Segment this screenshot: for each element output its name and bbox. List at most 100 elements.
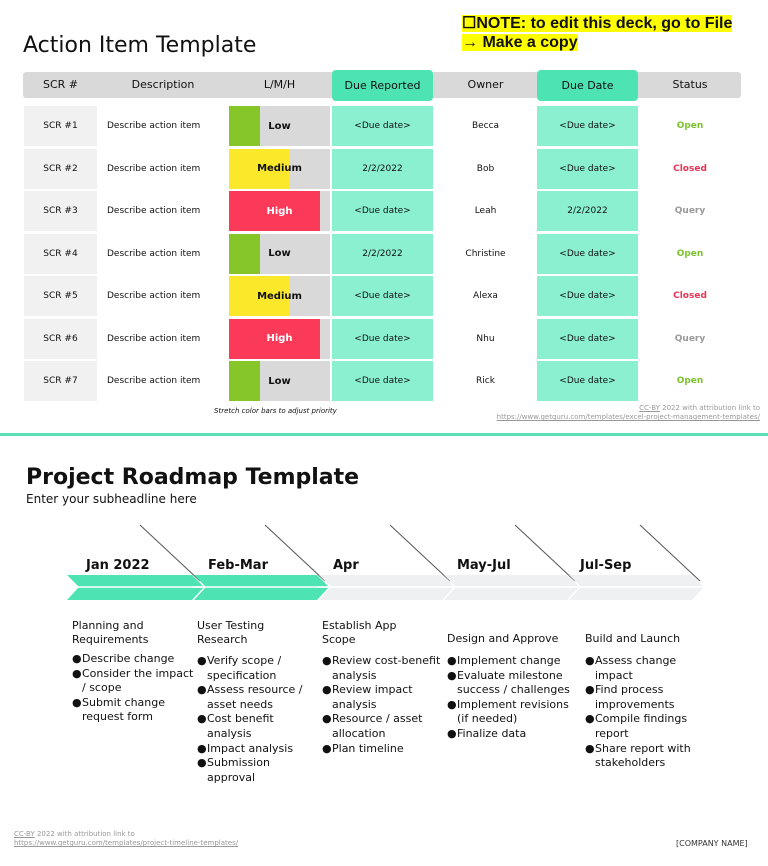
phase-bullet-item: Submit change request form xyxy=(72,696,197,725)
priority-bar-fill[interactable] xyxy=(229,318,320,359)
cell-scr: SCR #1 xyxy=(24,106,97,146)
cell-description: Describe action item xyxy=(107,121,201,131)
col-header-owner: Owner xyxy=(467,78,504,91)
priority-bar-fill[interactable] xyxy=(229,191,320,231)
phase-bullet-item: Finalize data xyxy=(447,727,577,742)
priority-bar-fill[interactable] xyxy=(229,276,290,316)
cell-status: Open xyxy=(676,121,704,131)
timeline-divider-line xyxy=(514,524,576,582)
phase-bullet-item: Compile findings report xyxy=(585,712,705,741)
phase-label: Jan 2022 xyxy=(86,558,150,573)
timeline-divider-line xyxy=(139,524,201,582)
roadmap-attribution-url[interactable]: https://www.getguru.com/templates/projec… xyxy=(14,839,239,847)
roadmap-attribution-text: 2022 with attribution link to xyxy=(34,830,135,838)
roadmap-title: Project Roadmap Template xyxy=(26,465,360,490)
cell-status: Open xyxy=(676,248,704,259)
edit-note-text: ☐NOTE: to edit this deck, go to File → M… xyxy=(462,15,733,51)
cell-due-reported: <Due date> xyxy=(332,276,433,316)
phase-bullet-item: Plan timeline xyxy=(322,742,442,757)
roadmap-license-link[interactable]: CC-BY xyxy=(14,830,35,838)
timeline-graphic xyxy=(67,524,704,600)
action-attribution: CC-BY 2022 with attribution link to http… xyxy=(478,404,760,422)
priority-bar-fill[interactable] xyxy=(229,361,260,401)
cell-due-reported: 2/2/2022 xyxy=(332,148,433,189)
phase-title: Build and Launch xyxy=(585,632,681,645)
cell-owner: Leah xyxy=(474,206,497,216)
section-divider xyxy=(0,433,768,436)
stretch-note: Stretch color bars to adjust priority xyxy=(214,407,337,415)
priority-label: Low xyxy=(268,248,291,259)
priority-bar-fill[interactable] xyxy=(229,233,260,274)
timeline-divider-line xyxy=(389,524,451,582)
col-header-level: L/M/H xyxy=(263,78,296,91)
phase-title: User Testing Research xyxy=(197,619,265,646)
cell-due-date: <Due date> xyxy=(537,276,638,316)
priority-label: Medium xyxy=(257,163,302,174)
priority-label: High xyxy=(266,333,293,344)
cell-description: Describe action item xyxy=(107,376,201,386)
cell-due-date: 2/2/2022 xyxy=(537,191,638,231)
priority-bar-fill[interactable] xyxy=(229,148,290,189)
action-license-link[interactable]: CC-BY xyxy=(639,404,660,412)
cell-owner: Rick xyxy=(476,376,495,386)
cell-scr: SCR #3 xyxy=(24,191,97,231)
cell-due-reported: <Due date> xyxy=(332,191,433,231)
phase-label: May-Jul xyxy=(457,558,511,573)
cell-owner: Alexa xyxy=(473,291,498,301)
col-header-due-date: Due Date xyxy=(537,70,638,101)
priority-label: Medium xyxy=(257,290,302,302)
cell-scr: SCR #6 xyxy=(24,318,97,359)
col-header-description: Description xyxy=(131,78,195,91)
timeline-divider-line xyxy=(264,524,326,582)
phase-title: Design and Approve xyxy=(447,632,559,645)
phase-bullet-item: Resource / asset allocation xyxy=(322,712,442,741)
action-item-title: Action Item Template xyxy=(23,33,257,58)
phase-bullet-list: Assess change impactFind process improve… xyxy=(585,654,705,771)
priority-bar-fill[interactable] xyxy=(229,106,260,146)
priority-label: Low xyxy=(268,375,291,387)
phase-bullet-item: Review impact analysis xyxy=(322,683,442,712)
cell-scr: SCR #4 xyxy=(24,233,97,274)
cell-due-date: <Due date> xyxy=(537,233,638,274)
col-header-status: Status xyxy=(672,78,708,91)
cell-owner: Becca xyxy=(471,121,500,131)
phase-bullet-item: Implement change xyxy=(447,654,577,669)
phase-bullet-item: Verify scope / specification xyxy=(197,654,317,683)
phase-bullet-item: Impact analysis xyxy=(197,742,317,757)
edit-note: ☐NOTE: to edit this deck, go to File → M… xyxy=(462,14,742,52)
cell-scr: SCR #2 xyxy=(24,148,97,189)
cell-due-reported: 2/2/2022 xyxy=(332,233,433,274)
cell-status: Query xyxy=(674,333,706,344)
cell-status: Closed xyxy=(673,291,707,301)
phase-bullet-item: Find process improvements xyxy=(585,683,705,712)
priority-label: Low xyxy=(268,120,291,132)
phase-bullet-item: Share report with stakeholders xyxy=(585,742,705,771)
phase-bullet-item: Review cost-benefit analysis xyxy=(322,654,442,683)
phase-bullet-item: Describe change xyxy=(72,652,197,667)
action-attribution-url[interactable]: https://www.getguru.com/templates/excel-… xyxy=(496,413,760,421)
phase-bullet-item: Assess resource / asset needs xyxy=(197,683,317,712)
cell-due-date: <Due date> xyxy=(537,106,638,146)
phase-bullet-item: Cost benefit analysis xyxy=(197,712,317,741)
cell-owner: Nhu xyxy=(476,333,495,344)
priority-label: High xyxy=(266,205,293,217)
col-header-scr: SCR # xyxy=(42,78,79,91)
phase-bullet-list: Describe changeConsider the impact / sco… xyxy=(72,652,197,725)
cell-due-reported: <Due date> xyxy=(332,361,433,401)
cell-description: Describe action item xyxy=(107,291,201,301)
cell-status: Closed xyxy=(673,163,707,174)
phase-bullet-item: Evaluate milestone success / challenges xyxy=(447,669,577,698)
phase-label: Feb-Mar xyxy=(208,558,268,573)
phase-label: Apr xyxy=(333,558,359,573)
roadmap-subtitle: Enter your subheadline here xyxy=(26,492,197,506)
cell-description: Describe action item xyxy=(107,163,201,174)
cell-scr: SCR #7 xyxy=(24,361,97,401)
cell-due-date: <Due date> xyxy=(537,148,638,189)
cell-description: Describe action item xyxy=(107,333,201,344)
cell-due-reported: <Due date> xyxy=(332,106,433,146)
cell-owner: Bob xyxy=(476,163,495,174)
phase-label: Jul-Sep xyxy=(580,558,632,573)
phase-bullet-list: Review cost-benefit analysisReview impac… xyxy=(322,654,442,756)
cell-description: Describe action item xyxy=(107,248,201,259)
cell-owner: Christine xyxy=(465,248,506,259)
